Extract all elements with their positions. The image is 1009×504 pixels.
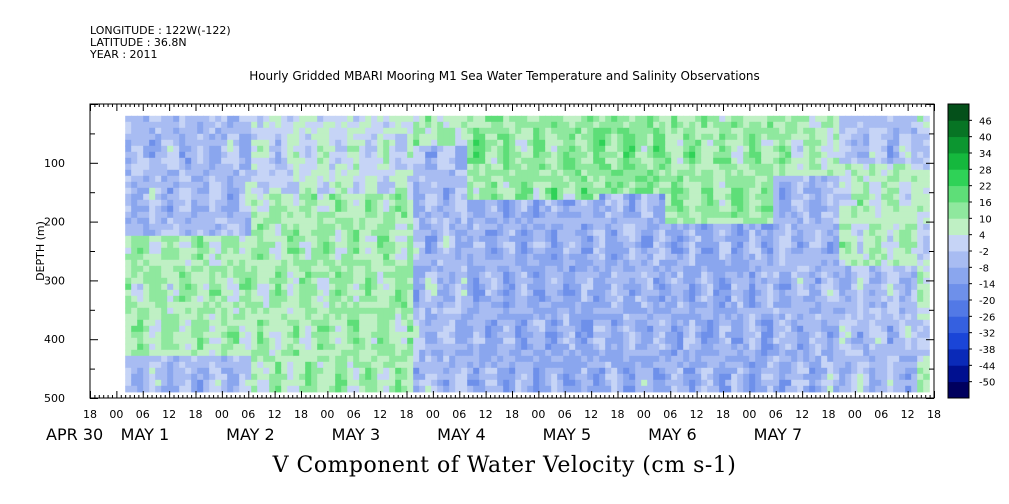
y-tick-label: 300 [44, 274, 65, 287]
colorbar-swatch [948, 153, 969, 170]
chart-title: Hourly Gridded MBARI Mooring M1 Sea Wate… [249, 69, 760, 83]
colorbar-label: -50 [979, 378, 995, 389]
x-day-label: APR 30 [46, 425, 103, 444]
x-tick-label: 06 [347, 408, 361, 421]
axis-ticks [90, 104, 935, 399]
colorbar-label: 16 [979, 198, 992, 209]
x-tick-label: 18 [611, 408, 625, 421]
x-tick-label: 12 [584, 408, 598, 421]
colorbar-label: -26 [979, 312, 995, 323]
x-tick-label: 06 [663, 408, 677, 421]
x-day-label: MAY 1 [121, 425, 170, 444]
y-tick-label: 500 [44, 392, 65, 405]
x-tick-label: 06 [136, 408, 150, 421]
x-tick-label: 18 [927, 408, 941, 421]
colorbar-swatch [948, 349, 969, 366]
heatmap-field [125, 115, 930, 393]
colorbar-swatch [948, 251, 969, 268]
x-tick-label: 00 [320, 408, 334, 421]
x-tick-label: 18 [822, 408, 836, 421]
colorbar-label: 40 [979, 133, 992, 144]
x-tick-label: 00 [637, 408, 651, 421]
colorbar-label: 22 [979, 182, 992, 193]
colorbar-label: -38 [979, 345, 995, 356]
x-tick-label: 06 [558, 408, 572, 421]
x-tick-label: 18 [716, 408, 730, 421]
x-tick-label: 18 [400, 408, 414, 421]
x-tick-label: 18 [505, 408, 519, 421]
colorbar-swatch [948, 169, 969, 187]
x-day-label: MAY 3 [332, 425, 381, 444]
x-axis-title: V Component of Water Velocity (cm s-1) [272, 453, 737, 478]
colorbar-label: 4 [979, 231, 985, 242]
colorbar-swatch [948, 365, 969, 383]
colorbar-label: -14 [979, 280, 995, 291]
x-tick-label: 06 [452, 408, 466, 421]
colorbar-label: 28 [979, 165, 992, 176]
colorbar-label: -8 [979, 263, 989, 274]
colorbar-swatch [948, 136, 969, 154]
x-tick-label: 12 [162, 408, 176, 421]
colorbar-label: 46 [979, 116, 992, 127]
x-tick-label: 12 [373, 408, 387, 421]
colorbar-swatch [948, 283, 969, 301]
x-tick-label: 00 [426, 408, 440, 421]
x-tick-label: 18 [189, 408, 203, 421]
colorbar-swatch [948, 300, 969, 317]
x-day-label: MAY 5 [543, 425, 592, 444]
x-day-label: MAY 7 [754, 425, 803, 444]
x-day-label: MAY 4 [437, 425, 486, 444]
colorbar-swatch [948, 267, 969, 285]
colorbar-swatch [948, 104, 969, 121]
x-tick-label: 00 [531, 408, 545, 421]
colorbar-label: 34 [979, 149, 992, 160]
x-tick-label: 00 [848, 408, 862, 421]
colorbar-swatch [948, 316, 969, 334]
colorbar-swatch [948, 202, 969, 219]
x-tick-label: 06 [874, 408, 888, 421]
x-tick-label: 12 [795, 408, 809, 421]
x-tick-label: 12 [690, 408, 704, 421]
x-tick-label: 12 [268, 408, 282, 421]
colorbar-label: -2 [979, 247, 989, 258]
x-tick-label: 12 [901, 408, 915, 421]
colorbar-swatch [948, 218, 969, 236]
x-tick-label: 00 [215, 408, 229, 421]
x-tick-label: 00 [742, 408, 756, 421]
colorbar-swatch [948, 381, 969, 399]
x-day-label: MAY 6 [648, 425, 697, 444]
y-tick-label: 100 [44, 157, 65, 170]
colorbar-label: 10 [979, 214, 992, 225]
x-day-label: MAY 2 [226, 425, 275, 444]
year-label: YEAR : 2011 [90, 48, 158, 61]
colorbar-label: -44 [979, 361, 995, 372]
y-axis-title: DEPTH (m) [34, 221, 47, 281]
latitude-label: LATITUDE : 36.8N [90, 36, 187, 49]
colorbar: 46 40 34 28 22 16 10 4 -2 -8 -14 -20 -26 -32 -38 -44 -50 [947, 103, 995, 399]
longitude-label: LONGITUDE : 122W(-122) [90, 24, 231, 37]
colorbar-swatch [948, 234, 969, 252]
x-tick-label: 00 [109, 408, 123, 421]
colorbar-swatch [948, 332, 969, 350]
y-tick-label: 200 [44, 216, 65, 229]
colorbar-label: -20 [979, 296, 995, 307]
colorbar-swatch [948, 120, 969, 138]
colorbar-label: -32 [979, 329, 995, 340]
x-tick-label: 18 [294, 408, 308, 421]
x-tick-label: 06 [241, 408, 255, 421]
x-tick-label: 12 [479, 408, 493, 421]
colorbar-swatch [948, 185, 969, 203]
axis-labels: 100 200 300 400 500 18 00 06 12 18 00 06 12 18 00 06 12 1… [34, 157, 941, 444]
x-tick-label: 18 [83, 408, 97, 421]
x-tick-label: 06 [769, 408, 783, 421]
y-tick-label: 400 [44, 333, 65, 346]
